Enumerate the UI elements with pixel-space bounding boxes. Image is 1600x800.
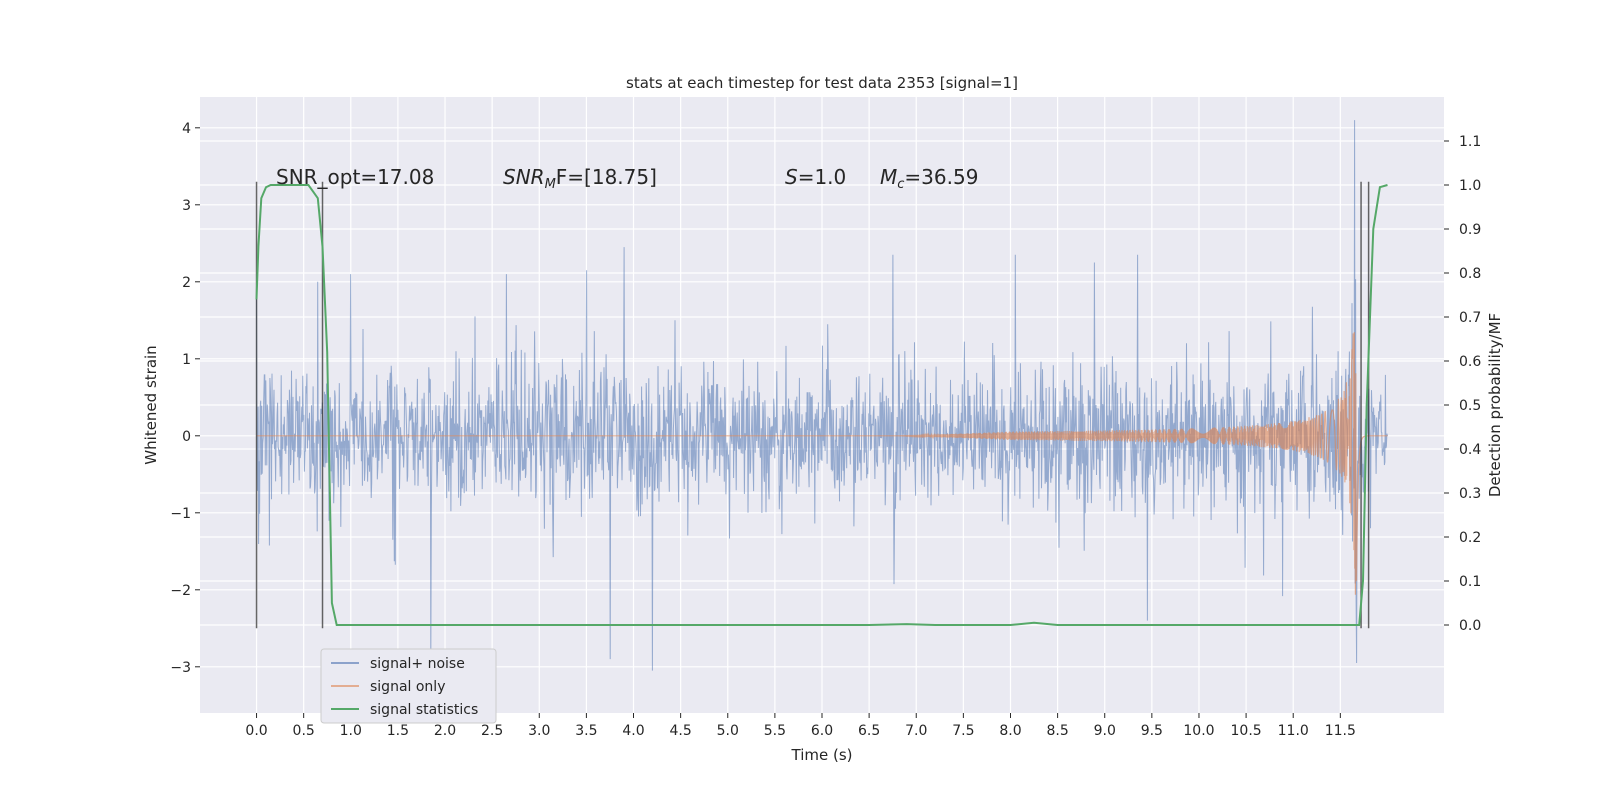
x-axis-label: Time (s) — [791, 746, 853, 764]
annotation-mc-symbol: M — [880, 165, 897, 189]
annotation-s-value: =1.0 — [798, 165, 847, 189]
chart-title: stats at each timestep for test data 235… — [626, 74, 1018, 92]
x-tick-label: 11.5 — [1325, 723, 1356, 739]
annotation-mc-subscript: c — [897, 177, 904, 192]
x-tick-label: 3.5 — [575, 723, 597, 739]
y-left-tick-label: −1 — [170, 506, 191, 522]
x-tick-label: 2.0 — [434, 723, 456, 739]
y-right-tick-label: 0.2 — [1459, 530, 1481, 546]
y-left-tick-label: 0 — [182, 429, 191, 445]
y-right-tick-label: 0.0 — [1459, 618, 1481, 634]
y-axis-left-ticks: 4 3 2 1 0 −1 −2 −3 — [170, 121, 200, 676]
x-tick-label: 0.0 — [245, 723, 267, 739]
x-tick-label: 6.0 — [811, 723, 833, 739]
x-tick-label: 7.5 — [952, 723, 974, 739]
x-tick-label: 5.0 — [717, 723, 739, 739]
x-tick-label: 2.5 — [481, 723, 503, 739]
x-tick-label: 0.5 — [293, 723, 315, 739]
x-tick-label: 5.5 — [764, 723, 786, 739]
signal-only-line — [256, 332, 1388, 595]
x-tick-label: 8.0 — [999, 723, 1021, 739]
y-left-tick-label: 3 — [182, 198, 191, 214]
x-tick-label: 7.0 — [905, 723, 927, 739]
y-right-tick-label: 1.1 — [1459, 134, 1481, 150]
x-tick-label: 4.5 — [670, 723, 692, 739]
y-right-tick-label: 0.3 — [1459, 486, 1481, 502]
x-tick-label: 10.5 — [1231, 723, 1262, 739]
y-left-tick-label: 2 — [182, 275, 191, 291]
signal-statistics-line — [255, 184, 1388, 626]
series-signal-only — [256, 332, 1388, 595]
legend-box — [320, 648, 497, 724]
annotation-mc: Mc=36.59 — [880, 165, 978, 192]
x-tick-label: 8.5 — [1046, 723, 1068, 739]
annotation-snr-mf-value: F=[18.75] — [556, 165, 657, 189]
legend-label-signal-only: signal only — [370, 679, 445, 695]
annotation-s-symbol: S — [785, 165, 798, 189]
y-right-tick-label: 1.0 — [1459, 178, 1481, 194]
x-tick-label: 3.0 — [528, 723, 550, 739]
y-axis-right-label: Detection probability/MF — [1486, 313, 1504, 497]
marker-lines — [255, 181, 1370, 629]
legend: signal+ noise signal only signal statist… — [320, 648, 497, 724]
annotation-snr-mf-symbol: SNR — [503, 165, 545, 189]
series-signal-statistics — [255, 184, 1388, 626]
legend-label-signal-noise: signal+ noise — [370, 656, 465, 672]
y-right-tick-label: 0.7 — [1459, 310, 1481, 326]
annotation-snr-mf: SNRMF=[18.75] — [503, 165, 657, 192]
x-tick-label: 10.0 — [1183, 723, 1214, 739]
x-tick-label: 9.5 — [1141, 723, 1163, 739]
x-tick-label: 11.0 — [1278, 723, 1309, 739]
x-tick-label: 6.5 — [858, 723, 880, 739]
signal-noise-line — [256, 120, 1388, 671]
legend-label-signal-statistics: signal statistics — [370, 702, 478, 718]
y-left-tick-label: −3 — [170, 660, 191, 676]
annotation-snr-mf-subscript: M — [545, 177, 556, 192]
annotation-s: S=1.0 — [785, 165, 846, 189]
annotation-snr-opt: SNR_opt=17.08 — [276, 165, 434, 189]
annotation-mc-value: =36.59 — [904, 165, 978, 189]
x-tick-label: 1.5 — [387, 723, 409, 739]
series-signal-noise — [256, 120, 1388, 671]
y-axis-left-label: Whitened strain — [142, 345, 160, 464]
y-right-tick-label: 0.5 — [1459, 398, 1481, 414]
x-tick-label: 9.0 — [1094, 723, 1116, 739]
y-right-tick-label: 0.8 — [1459, 266, 1481, 282]
y-right-tick-label: 0.6 — [1459, 354, 1481, 370]
x-axis-ticks: 0.0 0.5 1.0 1.5 2.0 2.5 3.0 3.5 4.0 4.5 5.0 5.5 6.0 6… — [245, 713, 1356, 739]
x-tick-label: 4.0 — [622, 723, 644, 739]
x-tick-label: 1.0 — [340, 723, 362, 739]
y-left-tick-label: 1 — [182, 352, 191, 368]
y-left-tick-label: −2 — [170, 583, 191, 599]
y-right-tick-label: 0.1 — [1459, 574, 1481, 590]
y-left-tick-label: 4 — [182, 121, 191, 137]
y-right-tick-label: 0.4 — [1459, 442, 1481, 458]
y-axis-right-ticks: 1.1 1.0 0.9 0.8 0.7 0.6 0.5 0.4 0.3 0.2 0.1 0.0 — [1444, 134, 1481, 634]
y-right-tick-label: 0.9 — [1459, 222, 1481, 238]
